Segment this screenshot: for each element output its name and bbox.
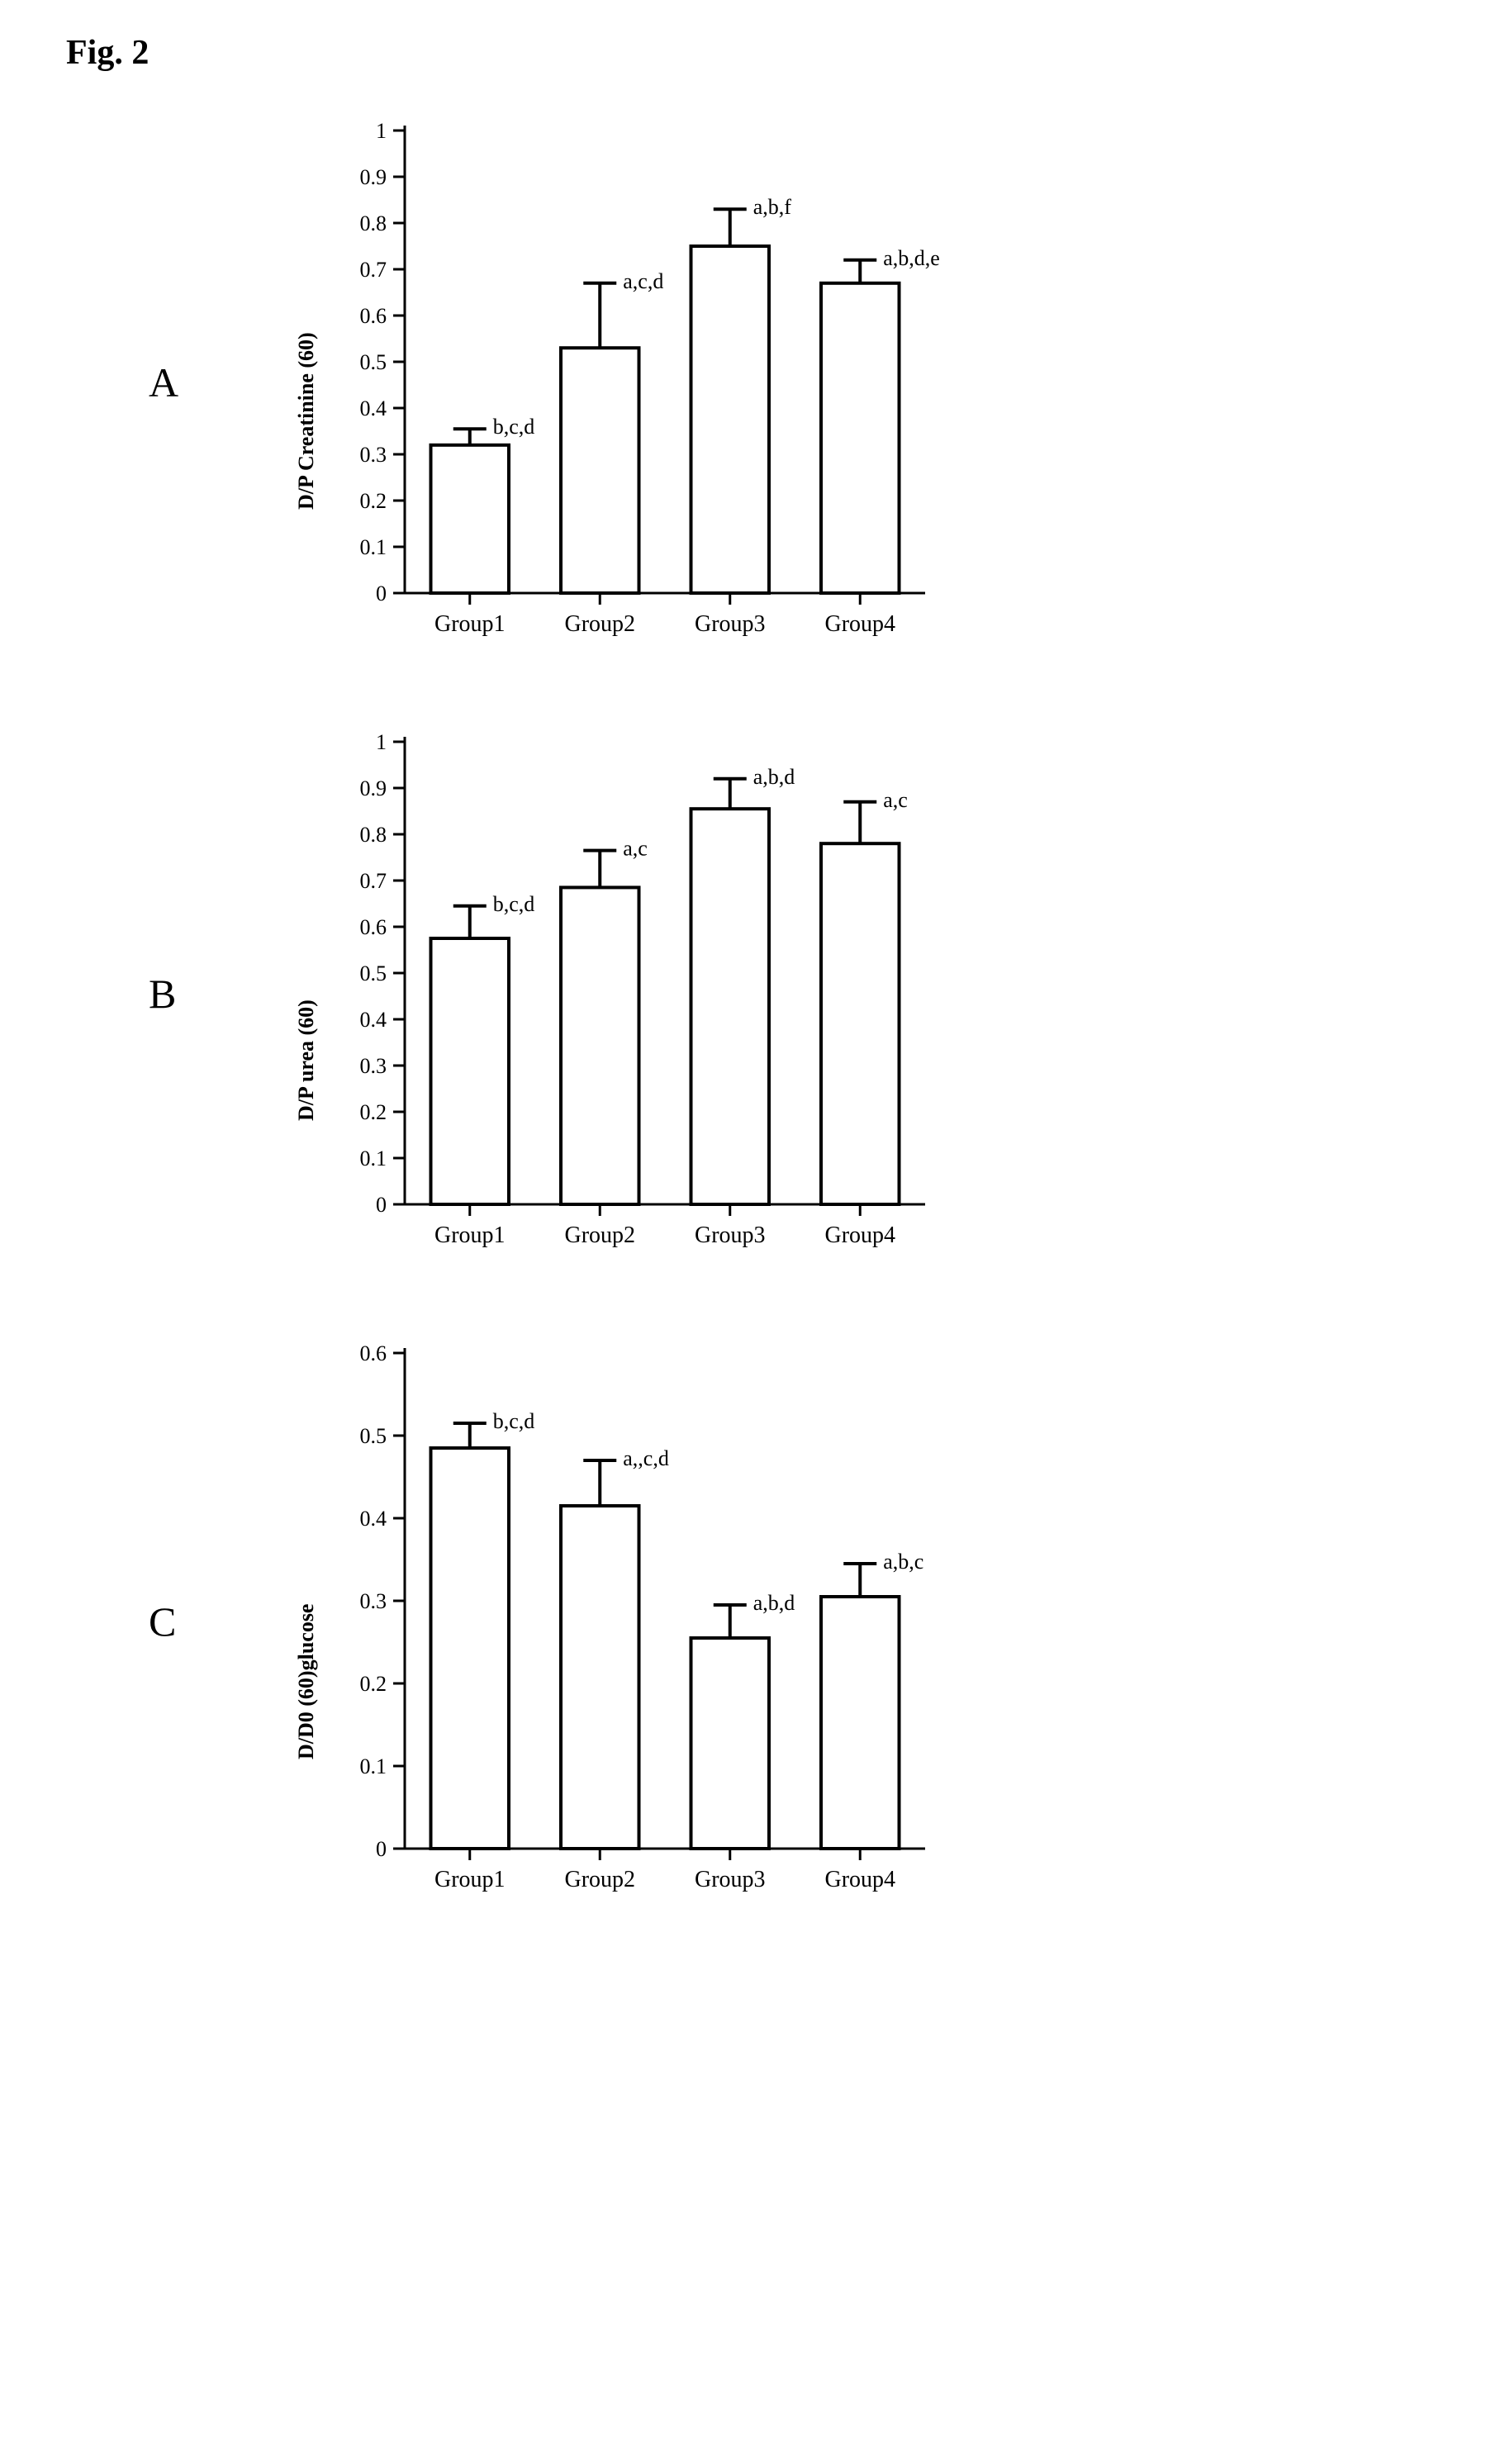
y-tick-label: 0.3 xyxy=(360,1054,387,1078)
y-tick-label: 0.6 xyxy=(360,1341,387,1365)
y-tick-label: 0 xyxy=(376,1193,387,1217)
bar-group3 xyxy=(691,246,770,593)
y-tick-label: 0.9 xyxy=(360,165,387,189)
bar-annotation: a,c xyxy=(623,837,648,861)
y-tick-label: 0.5 xyxy=(360,1424,387,1448)
chart-svg: 0 0.1 0.2 0.3 0.4 0.5 0.6 0.7 0.8 0.9 1 b,c,d Group1… xyxy=(314,114,942,651)
bar-annotation: a,c,d xyxy=(623,269,663,293)
y-tick-label: 0.6 xyxy=(360,915,387,939)
chart-svg: 0 0.1 0.2 0.3 0.4 0.5 0.6 b,c,d Group1 a,,c,d Grou… xyxy=(314,1336,942,1906)
bar-annotation: b,c,d xyxy=(493,892,535,916)
chart-block: D/P Creatinine (60)00.10.20.30.40.50.60.… xyxy=(314,114,942,651)
figure-title: Fig. 2 xyxy=(66,33,1436,73)
bar-group2 xyxy=(561,1506,639,1849)
panel-b: BD/P urea (60)00.10.20.30.40.50.60.70.80… xyxy=(50,725,1436,1262)
x-category-label: Group2 xyxy=(564,611,635,637)
y-tick-label: 0.9 xyxy=(360,776,387,800)
y-tick-label: 0.7 xyxy=(360,258,387,282)
y-tick-label: 0.5 xyxy=(360,961,387,985)
bar-group2 xyxy=(561,348,639,593)
chart-svg: 0 0.1 0.2 0.3 0.4 0.5 0.6 0.7 0.8 0.9 1 b,c,d Group1… xyxy=(314,725,942,1262)
y-tick-label: 0.7 xyxy=(360,869,387,893)
bar-annotation: a,b,d xyxy=(753,765,795,789)
y-tick-label: 0.8 xyxy=(360,823,387,847)
chart-block: D/P urea (60)00.10.20.30.40.50.60.70.80.… xyxy=(314,725,942,1262)
bar-annotation: a,,c,d xyxy=(623,1446,669,1470)
y-tick-label: 0.4 xyxy=(360,396,387,420)
y-tick-label: 0.8 xyxy=(360,211,387,235)
x-category-label: Group3 xyxy=(695,611,766,637)
y-axis-label: D/P urea (60) xyxy=(294,999,319,1121)
bar-annotation: b,c,d xyxy=(493,1409,535,1433)
y-tick-label: 0.3 xyxy=(360,1589,387,1613)
y-tick-label: 0.1 xyxy=(360,1754,387,1778)
y-tick-label: 1 xyxy=(376,730,387,754)
y-tick-label: 0.3 xyxy=(360,443,387,467)
bar-group2 xyxy=(561,887,639,1204)
x-category-label: Group1 xyxy=(434,611,506,637)
panels-container: AD/P Creatinine (60)00.10.20.30.40.50.60… xyxy=(50,114,1436,1906)
panel-letter: B xyxy=(50,970,314,1018)
y-tick-label: 0.4 xyxy=(360,1507,387,1531)
x-category-label: Group2 xyxy=(564,1223,635,1248)
panel-c: CD/D0 (60)glucose 0 0.1 0.2 0.3 0.4 0.5 0.6 b,c,… xyxy=(50,1336,1436,1906)
y-tick-label: 0.1 xyxy=(360,535,387,559)
bar-annotation: a,b,d xyxy=(753,1591,795,1615)
x-category-label: Group3 xyxy=(695,1223,766,1248)
y-tick-label: 0.6 xyxy=(360,304,387,328)
y-tick-label: 0 xyxy=(376,1837,387,1861)
x-category-label: Group4 xyxy=(824,1867,895,1892)
y-tick-label: 0.2 xyxy=(360,489,387,513)
y-tick-label: 0.2 xyxy=(360,1100,387,1124)
bar-annotation: a,c xyxy=(883,788,908,812)
bar-group4 xyxy=(821,283,900,593)
x-category-label: Group4 xyxy=(824,1223,895,1248)
y-axis-label: D/P Creatinine (60) xyxy=(294,332,319,510)
bar-group1 xyxy=(431,938,510,1204)
bar-group4 xyxy=(821,843,900,1204)
chart-block: D/D0 (60)glucose00.10.20.30.40.50.6b,c,d… xyxy=(314,1336,942,1906)
panel-letter: C xyxy=(50,1598,314,1645)
x-category-label: Group1 xyxy=(434,1867,506,1892)
y-tick-label: 0.2 xyxy=(360,1672,387,1696)
y-tick-label: 1 xyxy=(376,119,387,143)
bar-annotation: a,b,f xyxy=(753,195,792,219)
bar-group1 xyxy=(431,445,510,593)
x-category-label: Group2 xyxy=(564,1867,635,1892)
x-category-label: Group3 xyxy=(695,1867,766,1892)
bar-group1 xyxy=(431,1448,510,1849)
bar-annotation: a,b,d,e xyxy=(883,246,940,270)
x-category-label: Group4 xyxy=(824,611,895,637)
bar-group4 xyxy=(821,1597,900,1849)
bar-annotation: a,b,c xyxy=(883,1550,923,1574)
panel-a: AD/P Creatinine (60)00.10.20.30.40.50.60… xyxy=(50,114,1436,651)
y-tick-label: 0.4 xyxy=(360,1008,387,1032)
y-tick-label: 0 xyxy=(376,582,387,605)
y-tick-label: 0.5 xyxy=(360,350,387,374)
bar-annotation: b,c,d xyxy=(493,415,535,439)
bar-group3 xyxy=(691,809,770,1204)
bar-group3 xyxy=(691,1638,770,1849)
panel-letter: A xyxy=(50,358,314,406)
x-category-label: Group1 xyxy=(434,1223,506,1248)
y-axis-label: D/D0 (60)glucose xyxy=(294,1604,319,1759)
y-tick-label: 0.1 xyxy=(360,1147,387,1170)
